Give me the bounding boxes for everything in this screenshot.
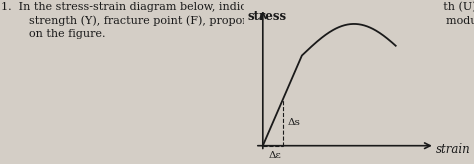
- Text: Δs: Δs: [288, 118, 301, 127]
- Text: strain: strain: [437, 143, 471, 156]
- Text: 1.  In the stress-strain diagram below, indicate the points with ultimate streng: 1. In the stress-strain diagram below, i…: [1, 1, 474, 39]
- Text: Δε: Δε: [268, 151, 281, 160]
- Text: stress: stress: [247, 10, 286, 23]
